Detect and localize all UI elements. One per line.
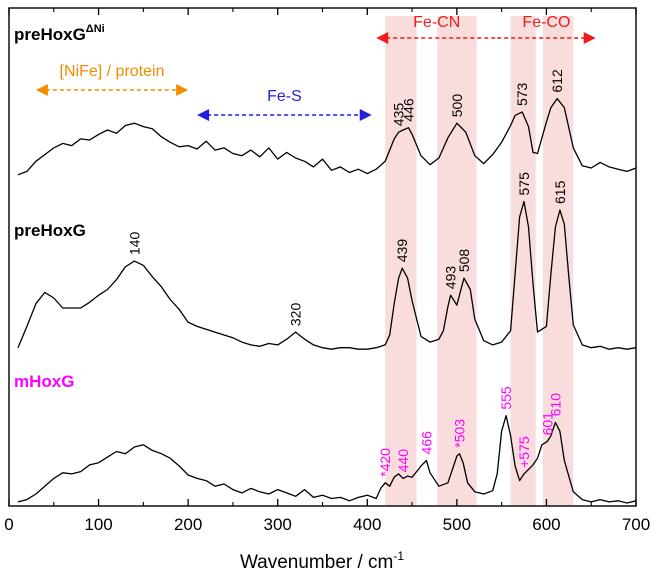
peak-label-17: +575 bbox=[516, 436, 532, 468]
peak-label-10: 575 bbox=[516, 172, 532, 196]
x-tick-label-0: 0 bbox=[4, 515, 13, 534]
region-label-0: [NiFe] / protein bbox=[60, 63, 165, 80]
x-tick-label-7: 700 bbox=[622, 515, 650, 534]
region-arrowhead-right-3 bbox=[583, 32, 596, 44]
region-label-3: Fe-CO bbox=[522, 14, 570, 31]
x-tick-label-6: 600 bbox=[532, 515, 560, 534]
peak-label-1: 446 bbox=[400, 98, 416, 122]
peak-label-7: 439 bbox=[394, 239, 410, 263]
spectrum-line-2 bbox=[17, 414, 637, 504]
region-arrowhead-left-2 bbox=[376, 32, 389, 44]
trace-name-main-0: preHoxG bbox=[14, 25, 86, 44]
region-arrowhead-right-1 bbox=[359, 109, 372, 121]
peak-label-15: *503 bbox=[452, 419, 468, 448]
spectrum-line-1 bbox=[17, 200, 637, 350]
peak-label-6: 320 bbox=[288, 303, 304, 327]
peak-label-4: 612 bbox=[549, 69, 565, 93]
region-label-2: Fe-CN bbox=[413, 14, 460, 31]
x-axis: 0 100 200 300 400 500 600 700 bbox=[4, 7, 650, 534]
region-2: Fe-CN bbox=[376, 14, 498, 44]
region-arrowhead-right-0 bbox=[176, 84, 189, 96]
peak-label-13: 440 bbox=[395, 449, 411, 473]
x-tick-label-4: 400 bbox=[353, 515, 381, 534]
peak-label-14: 466 bbox=[418, 431, 434, 455]
x-axis-title-superscript: -1 bbox=[393, 549, 404, 563]
trace-name-1: preHoxG bbox=[14, 221, 86, 240]
region-arrowhead-left-0 bbox=[35, 84, 48, 96]
highlight-bands bbox=[385, 16, 574, 506]
region-label-1: Fe-S bbox=[267, 88, 302, 105]
x-tick-label-1: 100 bbox=[84, 515, 112, 534]
peak-label-18: 601 bbox=[539, 412, 555, 436]
peak-label-12: *420 bbox=[377, 448, 393, 477]
x-axis-title: Wavenumber / cm-1 bbox=[240, 549, 404, 573]
x-tick-label-3: 300 bbox=[264, 515, 292, 534]
peak-label-9: 508 bbox=[456, 249, 472, 273]
peak-label-11: 615 bbox=[552, 180, 568, 204]
spectrum-line-0 bbox=[17, 97, 637, 176]
highlight-band-3 bbox=[542, 16, 574, 506]
highlight-band-0 bbox=[385, 16, 417, 506]
region-arrowhead-left-1 bbox=[197, 109, 210, 121]
trace-name-main-1: preHoxG bbox=[14, 221, 86, 240]
highlight-band-1 bbox=[437, 16, 477, 506]
trace-name-main-2: mHoxG bbox=[14, 372, 74, 391]
x-tick-label-2: 200 bbox=[174, 515, 202, 534]
peak-label-19: 610 bbox=[547, 393, 563, 417]
trace-name-2: mHoxG bbox=[14, 372, 74, 391]
peak-label-16: 555 bbox=[498, 386, 514, 410]
x-tick-label-5: 500 bbox=[443, 515, 471, 534]
peak-label-0: 435 bbox=[391, 103, 407, 127]
peak-label-5: 140 bbox=[126, 232, 142, 256]
peak-label-8: 493 bbox=[443, 266, 459, 290]
spectra-traces bbox=[17, 97, 637, 504]
trace-name-0: preHoxGΔNi bbox=[14, 23, 105, 44]
trace-name-superscript-0: ΔNi bbox=[86, 23, 105, 35]
region-annotations: [NiFe] / protein Fe-S Fe-CN Fe-CO bbox=[35, 14, 596, 121]
region-1: Fe-S bbox=[197, 88, 372, 121]
peak-label-2: 500 bbox=[449, 94, 465, 118]
peak-label-3: 573 bbox=[514, 82, 530, 106]
region-3: Fe-CO bbox=[497, 14, 596, 44]
region-0: [NiFe] / protein bbox=[35, 63, 189, 96]
